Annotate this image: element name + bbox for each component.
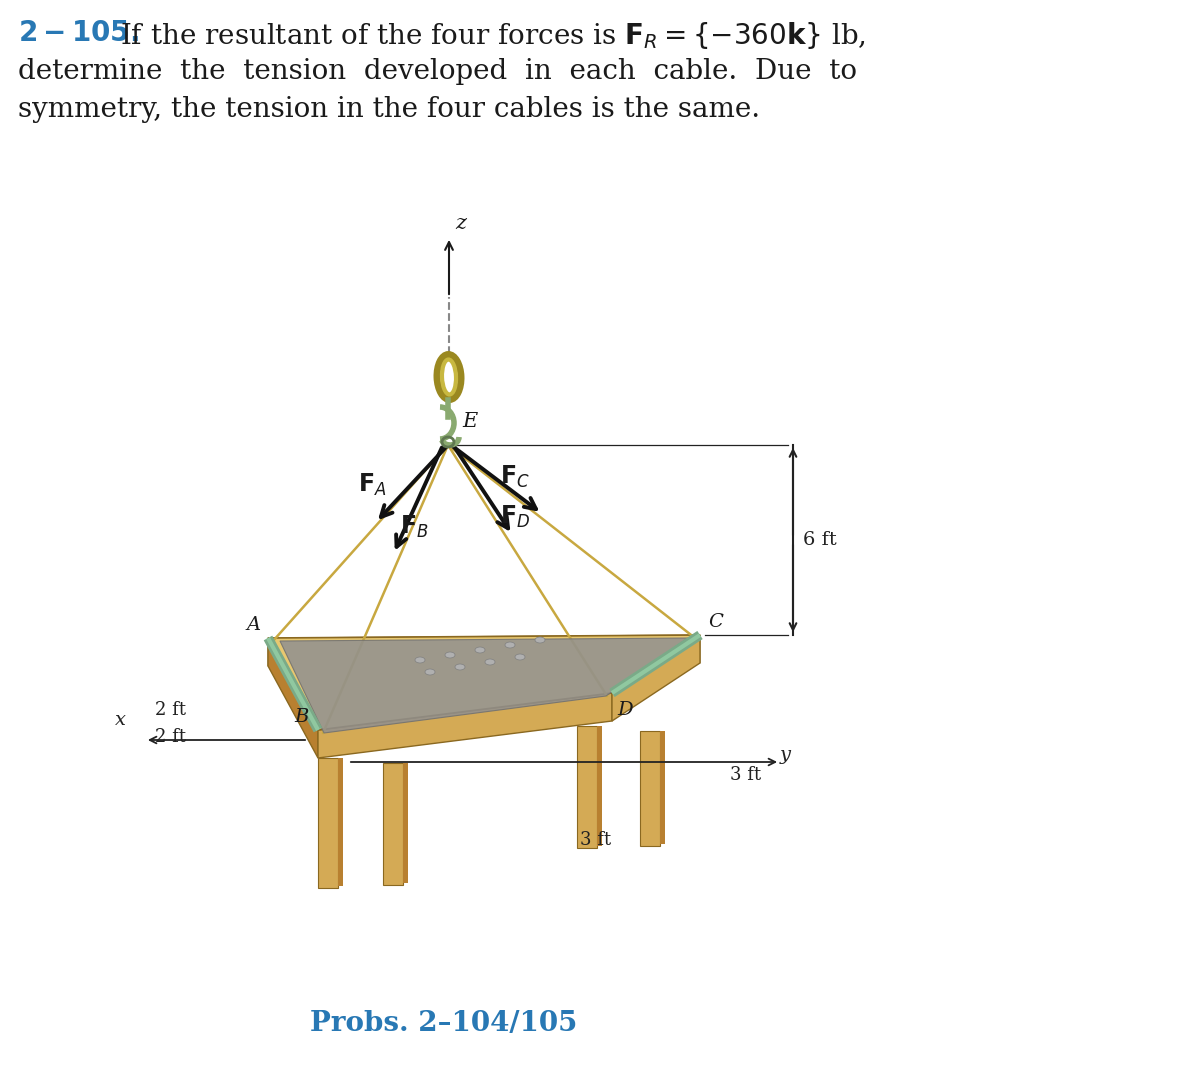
Text: $\bf{2-105.}$: $\bf{2-105.}$: [18, 20, 139, 47]
FancyBboxPatch shape: [403, 763, 408, 883]
Text: 3 ft: 3 ft: [580, 831, 611, 849]
Text: Probs. 2–104/105: Probs. 2–104/105: [310, 1010, 578, 1037]
Text: 2 ft: 2 ft: [155, 701, 185, 719]
Polygon shape: [279, 637, 688, 733]
Text: If the resultant of the four forces is $\mathbf{F}_R = \{-360\mathbf{k}\}$ lb,: If the resultant of the four forces is $…: [120, 20, 866, 51]
Text: x: x: [115, 711, 126, 729]
Text: E: E: [463, 412, 477, 431]
Text: y: y: [780, 746, 791, 764]
Text: $\mathbf{F}_B$: $\mathbf{F}_B$: [400, 514, 429, 540]
Ellipse shape: [505, 642, 515, 648]
Text: z: z: [455, 214, 466, 233]
FancyBboxPatch shape: [338, 758, 342, 886]
Text: $\mathbf{F}_A$: $\mathbf{F}_A$: [358, 472, 386, 498]
FancyBboxPatch shape: [383, 763, 403, 885]
Ellipse shape: [485, 659, 495, 665]
Ellipse shape: [424, 669, 435, 675]
Text: 6 ft: 6 ft: [803, 531, 837, 549]
Text: $\mathbf{F}_C$: $\mathbf{F}_C$: [501, 464, 530, 490]
Text: B: B: [294, 708, 308, 726]
Text: determine  the  tension  developed  in  each  cable.  Due  to: determine the tension developed in each …: [18, 58, 857, 85]
Ellipse shape: [515, 654, 526, 660]
FancyBboxPatch shape: [640, 731, 660, 846]
Text: $\mathbf{F}_D$: $\mathbf{F}_D$: [501, 504, 530, 530]
FancyBboxPatch shape: [577, 726, 597, 848]
Text: 2 ft: 2 ft: [155, 728, 185, 746]
Text: symmetry, the tension in the four cables is the same.: symmetry, the tension in the four cables…: [18, 96, 760, 123]
Polygon shape: [268, 635, 700, 666]
Ellipse shape: [474, 647, 485, 653]
Polygon shape: [268, 635, 700, 730]
FancyBboxPatch shape: [317, 758, 338, 888]
Text: A: A: [246, 616, 260, 634]
Text: 3 ft: 3 ft: [730, 766, 761, 784]
Ellipse shape: [535, 637, 545, 643]
FancyBboxPatch shape: [660, 731, 665, 844]
FancyBboxPatch shape: [597, 726, 602, 846]
Text: C: C: [707, 613, 723, 631]
Text: D: D: [617, 701, 633, 719]
Ellipse shape: [415, 657, 424, 663]
Ellipse shape: [455, 664, 465, 670]
Polygon shape: [317, 693, 612, 758]
Polygon shape: [268, 637, 317, 758]
Ellipse shape: [445, 653, 455, 658]
Polygon shape: [612, 635, 700, 721]
